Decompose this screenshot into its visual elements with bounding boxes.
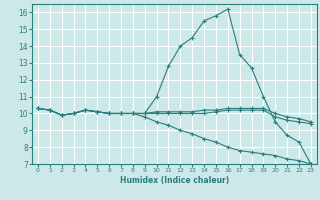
X-axis label: Humidex (Indice chaleur): Humidex (Indice chaleur) [120, 176, 229, 185]
